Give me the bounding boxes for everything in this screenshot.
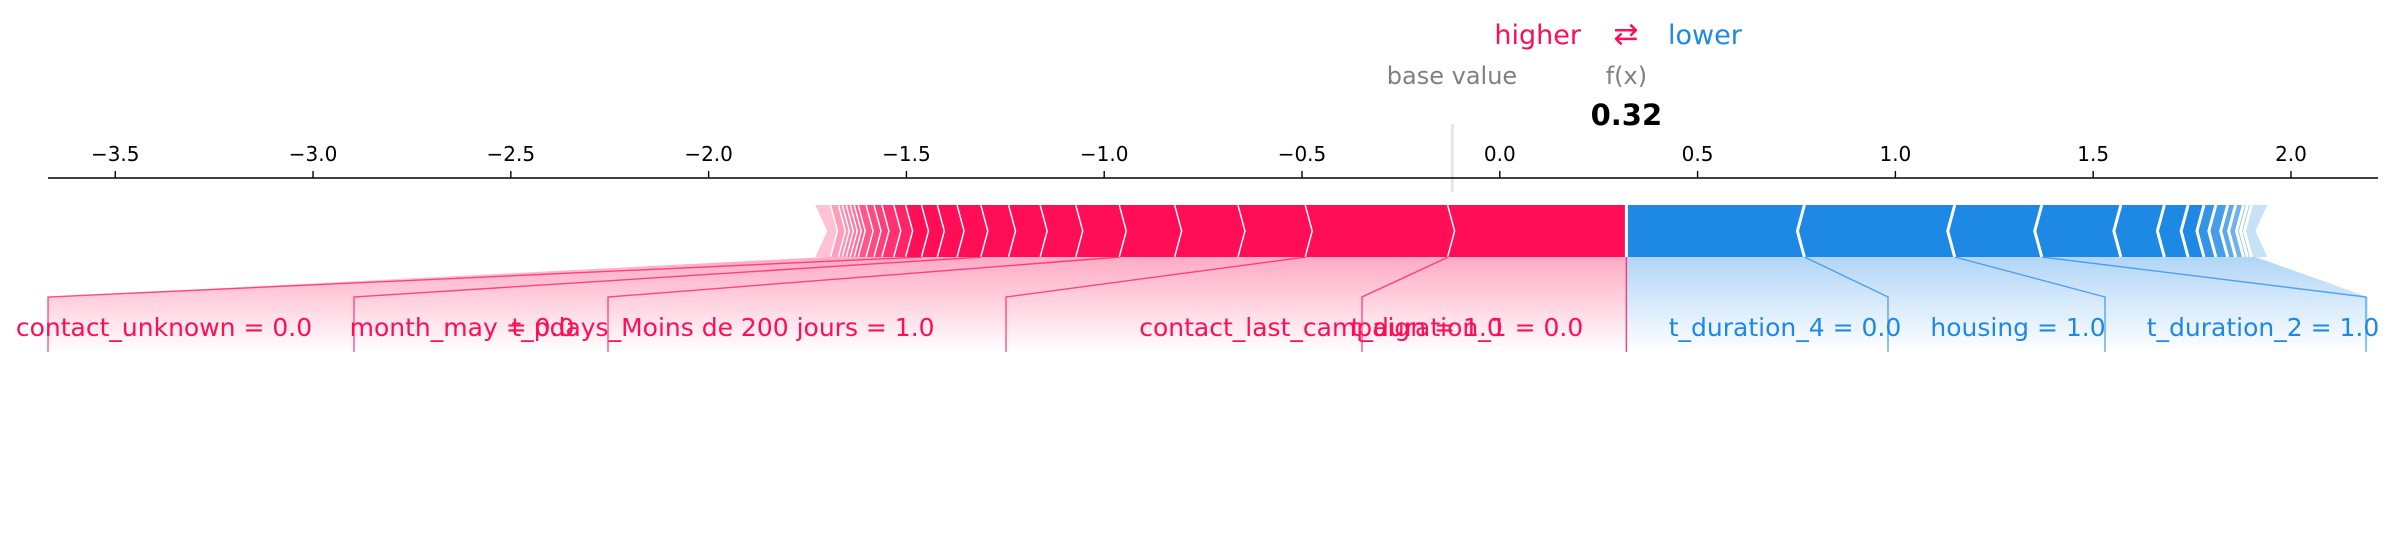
feature-connector (607, 256, 1121, 352)
x-tick-label: −0.5 (1278, 142, 1327, 166)
x-tick-label: 1.0 (1879, 142, 1911, 166)
bar-segment-higher (938, 205, 965, 257)
feature-label-lower: housing = 1.0 (1930, 313, 2105, 342)
x-tick-label: −1.0 (1080, 142, 1129, 166)
bar-segment-lower (2181, 205, 2204, 257)
x-tick-label: 2.0 (2275, 142, 2307, 166)
legend-higher: higher (1494, 20, 1581, 51)
x-tick-label: 1.5 (2077, 142, 2109, 166)
chevron-separator (829, 204, 840, 258)
chevron-separator (2033, 204, 2044, 258)
chevron-separator (2179, 204, 2190, 258)
chevron-separator (2242, 204, 2253, 258)
force-bars (815, 204, 2268, 258)
bar-segment-higher (1238, 205, 1313, 257)
chevron-separator (2234, 204, 2245, 258)
fx-value: 0.32 (1591, 98, 1663, 132)
feature-connector (1005, 256, 1307, 352)
feature-connector (1954, 256, 2106, 352)
legend-arrows-icon: ⇄ (1613, 17, 1638, 52)
bar-segment-higher (957, 205, 989, 257)
bar-segment-higher (906, 205, 930, 257)
chevron-separator (2112, 204, 2123, 258)
feature-connector (47, 256, 923, 352)
bar-segment-lower (1947, 205, 2042, 257)
feature-label-higher: t_pdays_Moins de 200 jours = 1.0 (511, 313, 934, 342)
bar-segment-lower (1626, 205, 1805, 257)
bar-segment-lower (1797, 205, 1955, 257)
x-tick-label: −1.5 (882, 142, 931, 166)
feature-connector (2041, 256, 2367, 352)
bar-segment-lower (2113, 205, 2165, 257)
chevron-separator (837, 204, 848, 258)
higher-fan-area (48, 257, 1627, 352)
bar-segment-lower (2244, 205, 2268, 257)
chevron-separator (2227, 204, 2238, 258)
bar-segment-higher (1040, 205, 1084, 257)
x-tick-label: −3.0 (289, 142, 338, 166)
x-tick-label: −3.5 (91, 142, 140, 166)
chevron-separator (1795, 204, 1806, 258)
bar-segment-higher (1076, 205, 1128, 257)
bar-segment-higher (1175, 205, 1246, 257)
bar-segment-lower (2157, 205, 2189, 257)
bar-segment-higher (1009, 205, 1048, 257)
chevron-separator (2219, 204, 2230, 258)
x-tick-label: −2.0 (684, 142, 733, 166)
bar-segment-higher (815, 205, 839, 257)
bar-segment-higher (922, 205, 946, 257)
feature-label-lower: t_duration_4 = 0.0 (1669, 313, 1902, 342)
bar-segment-lower (2034, 205, 2121, 257)
chevron-separator (2238, 204, 2249, 258)
x-tick-label: −2.5 (487, 142, 536, 166)
feature-connector (1361, 256, 1449, 352)
chevron-separator (2195, 204, 2206, 258)
feature-label-higher: contact_unknown = 0.0 (16, 313, 312, 342)
feature-label-higher: contact_last_campaign = 1.0 (1139, 313, 1503, 342)
bar-segment-higher (1120, 205, 1183, 257)
bar-segment-higher (1305, 205, 1456, 257)
feature-label-higher: t_duration_1 = 0.0 (1351, 313, 1584, 342)
chevron-separator (2207, 204, 2218, 258)
base-value-label: base value (1387, 62, 1517, 90)
legend-lower: lower (1668, 20, 1743, 51)
feature-labels: t_duration_1 = 0.0contact_last_campaign … (16, 313, 2379, 342)
chevron-separator (2155, 204, 2166, 258)
x-axis: −3.5 −3.0 −2.5 −2.0 −1.5 −1.0 −0.5 0.0 0.5 1.0 1.5… (48, 142, 2378, 179)
fx-label: f(x) (1606, 62, 1647, 90)
bar-segment-higher (981, 205, 1017, 257)
x-tick-label: 0.0 (1484, 142, 1516, 166)
feature-label-higher: month_may = 0.0 (350, 313, 575, 342)
lower-fan-area (1626, 257, 2368, 352)
x-tick-label: 0.5 (1682, 142, 1714, 166)
bar-segment-higher (1448, 205, 1627, 257)
feature-connector (1804, 256, 1889, 352)
feature-fans (47, 256, 2368, 352)
feature-label-lower: t_duration_2 = 1.0 (2147, 313, 2380, 342)
chevron-separator (1946, 204, 1957, 258)
feature-connector (353, 256, 982, 352)
